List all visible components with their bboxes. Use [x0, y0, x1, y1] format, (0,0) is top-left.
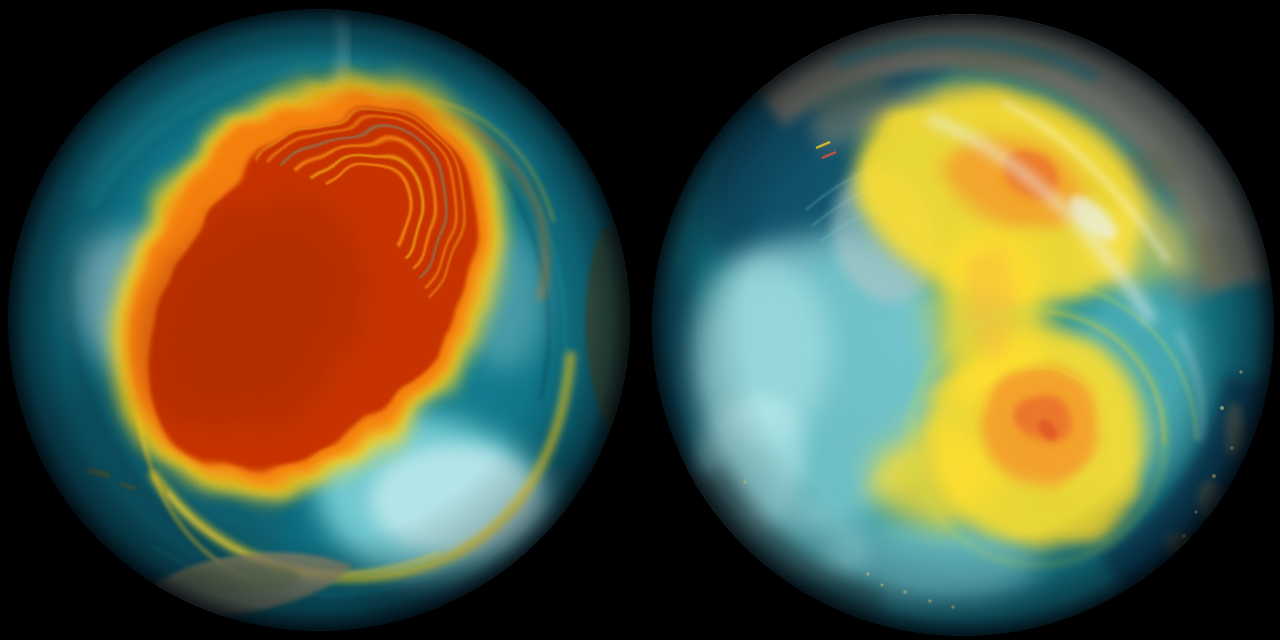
left-globe	[8, 9, 630, 631]
right-globe-limb-shading	[652, 14, 1274, 636]
left-globe-limb-shading	[8, 9, 630, 631]
right-globe	[652, 14, 1274, 636]
